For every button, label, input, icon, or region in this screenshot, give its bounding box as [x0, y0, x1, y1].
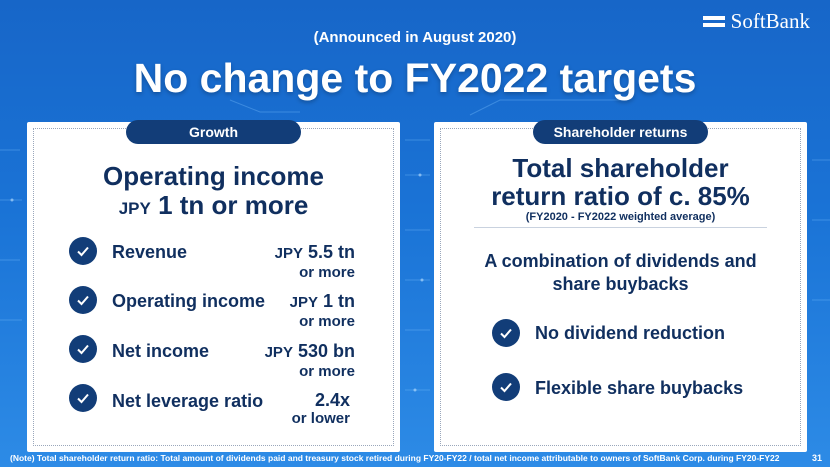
operating-income-amount: 1 tn	[322, 291, 355, 311]
revenue-amount: 5.5 tn	[307, 242, 355, 262]
growth-target-unit: JPY	[118, 199, 151, 218]
no-dividend-reduction-label: No dividend reduction	[535, 323, 726, 343]
growth-target: JPY 1 tn or more	[27, 191, 400, 223]
growth-panel: Growth Operating income JPY 1 tn or more…	[27, 120, 400, 452]
net-leverage-amount: 2.4x	[314, 390, 350, 410]
growth-headline: Operating income	[102, 161, 325, 191]
check-icon	[69, 286, 97, 314]
shareholder-headline-line1: Total shareholder	[512, 153, 729, 183]
weighted-average-note: (FY2020 - FY2022 weighted average)	[525, 211, 716, 223]
net-income-value: JPY 530 bn or more	[265, 341, 355, 381]
softbank-logo: SoftBank	[702, 9, 810, 34]
check-icon	[492, 373, 520, 401]
operating-income-unit: JPY	[289, 294, 318, 311]
revenue-condition: or more	[299, 264, 355, 281]
flexible-buybacks-label: Flexible share buybacks	[535, 378, 744, 398]
check-icon	[69, 237, 97, 265]
page-title: No change to FY2022 targets	[133, 55, 697, 101]
logo-mark-icon	[702, 16, 725, 27]
footnote: (Note) Total shareholder return ratio: T…	[10, 453, 780, 463]
announcement-text: (Announced in August 2020)	[313, 29, 517, 46]
growth-target-value: 1 tn or more	[158, 190, 309, 220]
check-icon	[492, 319, 520, 347]
growth-pill: Growth	[126, 120, 301, 144]
operating-income-condition: or more	[299, 313, 355, 330]
shareholder-returns-panel: Shareholder returns Total shareholder re…	[434, 120, 807, 452]
net-leverage-condition: or lower	[291, 410, 350, 427]
net-income-amount: 530 bn	[297, 341, 355, 361]
net-income-unit: JPY	[264, 344, 293, 361]
operating-income-label: Operating income	[112, 291, 266, 311]
shareholder-headline-line2: return ratio of c. 85%	[491, 181, 750, 211]
shareholder-pill: Shareholder returns	[533, 120, 708, 144]
combination-line2: share buybacks	[552, 274, 689, 294]
revenue-unit: JPY	[274, 245, 303, 262]
page-number: 31	[811, 453, 822, 463]
net-leverage-label: Net leverage ratio	[112, 391, 264, 411]
net-income-label: Net income	[112, 341, 210, 361]
combination-line1: A combination of dividends and	[484, 251, 757, 271]
check-icon	[69, 335, 97, 363]
net-income-condition: or more	[299, 363, 355, 380]
net-leverage-value: 2.4x or lower	[292, 390, 350, 428]
divider	[474, 227, 767, 228]
operating-income-value: JPY 1 tn or more	[290, 291, 355, 331]
revenue-label: Revenue	[112, 242, 188, 262]
check-icon	[69, 384, 97, 412]
revenue-value: JPY 5.5 tn or more	[275, 242, 355, 282]
logo-text: SoftBank	[730, 9, 810, 33]
